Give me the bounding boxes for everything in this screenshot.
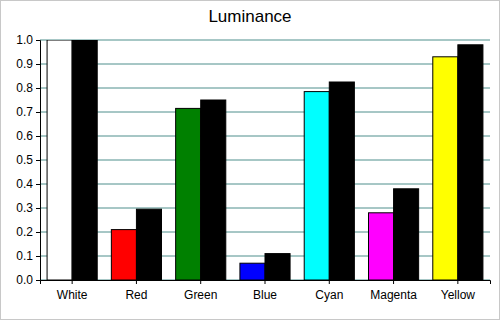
bar (136, 209, 161, 280)
tick: 0.0 (16, 273, 40, 287)
tick: 0.2 (16, 225, 40, 239)
tick-label: 0.2 (16, 225, 33, 239)
grid-line (40, 184, 490, 185)
x-axis: White Red Green Blue Cyan Magenta Yellow (41, 280, 491, 302)
tick-label: 0.9 (16, 57, 33, 71)
grid-line (40, 112, 490, 113)
tick-mark (36, 136, 40, 137)
tick-mark (36, 40, 40, 41)
axis-line (41, 281, 491, 285)
tick-mark (457, 280, 458, 284)
tick-mark (136, 280, 137, 284)
bar (304, 92, 329, 280)
tick-label: Red (125, 288, 147, 302)
tick: 0.9 (16, 57, 40, 71)
tick-mark (36, 64, 40, 65)
grid-line (40, 160, 490, 161)
tick-label: 0.4 (16, 177, 33, 191)
tick: White (57, 280, 88, 302)
tick-mark (36, 160, 40, 161)
tick-mark (72, 280, 73, 284)
tick: Magenta (370, 280, 417, 302)
tick: Yellow (441, 280, 476, 302)
tick-mark (265, 280, 266, 284)
grid-line (40, 208, 490, 209)
bar (111, 230, 136, 280)
tick-label: Cyan (315, 288, 343, 302)
tick: 0.5 (16, 153, 40, 167)
tick-label: Magenta (370, 288, 417, 302)
bar (433, 57, 458, 280)
plot: 0.0 0.1 0.2 0.3 0.4 0.5 0.6 0.7 0.8 0.9 1.0 White Re… (16, 33, 490, 302)
tick-label: 0.0 (16, 273, 33, 287)
tick-mark (393, 280, 394, 284)
tick: Cyan (315, 280, 343, 302)
bar (72, 40, 97, 280)
tick-mark (36, 280, 40, 281)
tick-mark (200, 280, 201, 284)
tick-label: 0.6 (16, 129, 33, 143)
bar (176, 108, 201, 280)
tick-label: Yellow (441, 288, 476, 302)
tick-mark (36, 88, 40, 89)
tick: 0.4 (16, 177, 40, 191)
tick-mark (329, 280, 330, 284)
tick-mark (36, 184, 40, 185)
tick-label: 0.3 (16, 201, 33, 215)
tick: 0.3 (16, 201, 40, 215)
tick-mark (36, 232, 40, 233)
tick: Green (184, 280, 217, 302)
bar (329, 82, 354, 280)
bar (394, 189, 419, 280)
y-axis: 0.0 0.1 0.2 0.3 0.4 0.5 0.6 0.7 0.8 0.9 1.0 (16, 33, 40, 287)
tick: Blue (253, 280, 277, 302)
chart: 0.0 0.1 0.2 0.3 0.4 0.5 0.6 0.7 0.8 0.9 1.0 White Re… (0, 0, 500, 320)
axis-line (36, 41, 41, 281)
grid-line (40, 136, 490, 137)
grid-line (40, 88, 490, 89)
tick-label: 0.5 (16, 153, 33, 167)
background (1, 1, 500, 320)
bar (265, 254, 290, 280)
tick: 0.7 (16, 105, 40, 119)
grid (40, 40, 490, 280)
tick: 1.0 (16, 33, 40, 47)
tick-mark (36, 256, 40, 257)
bars (47, 40, 483, 280)
tick-mark (36, 112, 40, 113)
tick: 0.8 (16, 81, 40, 95)
bar (47, 40, 72, 280)
tick-label: White (57, 288, 88, 302)
tick: 0.1 (16, 249, 40, 263)
bar (458, 45, 483, 280)
grid-line (40, 40, 490, 41)
bar (240, 263, 265, 280)
tick: 0.6 (16, 129, 40, 143)
bar (369, 213, 394, 280)
bar (201, 100, 226, 280)
tick-mark (36, 208, 40, 209)
tick-label: 1.0 (16, 33, 33, 47)
grid-line (40, 232, 490, 233)
tick-label: 0.7 (16, 105, 33, 119)
title: Luminance (208, 7, 291, 26)
grid-line (40, 64, 490, 65)
tick-label: 0.8 (16, 81, 33, 95)
tick-label: Blue (253, 288, 277, 302)
tick-label: 0.1 (16, 249, 33, 263)
tick-label: Green (184, 288, 217, 302)
tick: Red (125, 280, 147, 302)
